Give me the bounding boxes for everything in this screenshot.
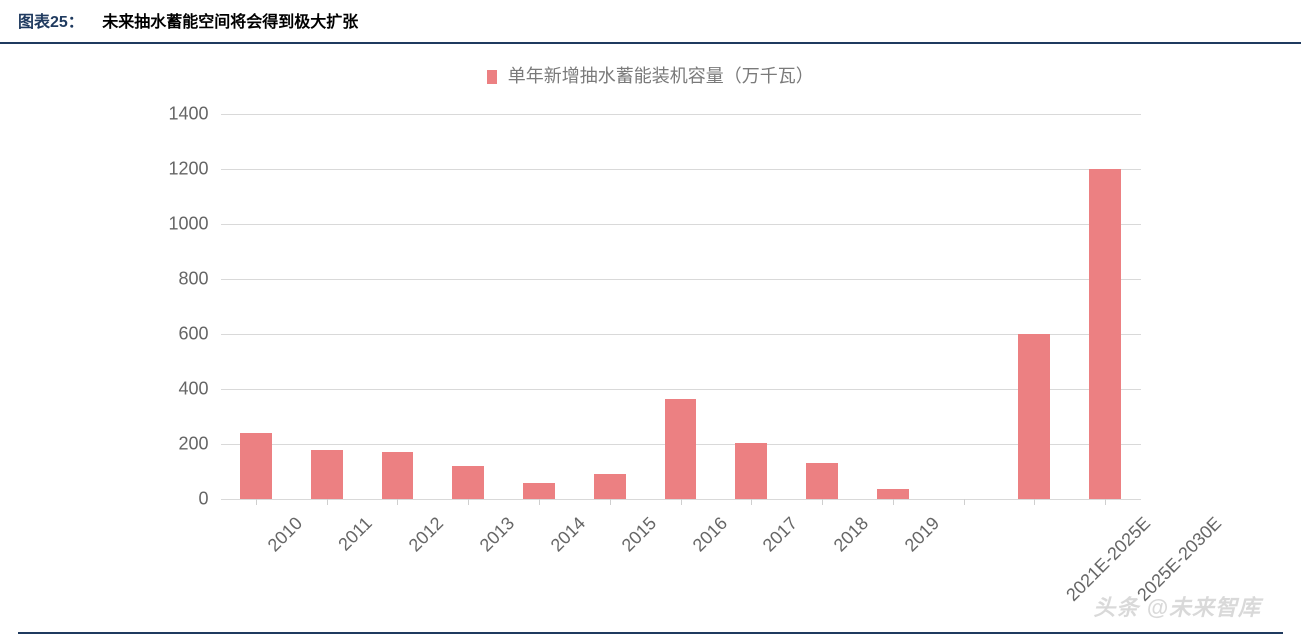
- x-axis-label: 2015: [617, 513, 660, 556]
- gridline: [221, 389, 1141, 390]
- y-axis-tick: 0: [143, 489, 209, 510]
- x-axis-label: 2011: [334, 513, 376, 555]
- x-tick-mark: [1105, 499, 1106, 505]
- x-tick-mark: [327, 499, 328, 505]
- y-axis-tick: 1200: [143, 159, 209, 180]
- bar: [382, 452, 414, 499]
- x-tick-mark: [539, 499, 540, 505]
- y-axis-tick: 1000: [143, 214, 209, 235]
- bar: [452, 466, 484, 499]
- x-tick-mark: [681, 499, 682, 505]
- gridline: [221, 334, 1141, 335]
- x-axis-label: 2010: [264, 513, 307, 556]
- plot-area: 0200400600800100012001400201020112012201…: [221, 114, 1141, 499]
- bar: [735, 443, 767, 499]
- gridline: [221, 279, 1141, 280]
- x-axis-label: 2014: [547, 513, 590, 556]
- x-axis-label: 2018: [830, 513, 873, 556]
- x-tick-mark: [893, 499, 894, 505]
- bar: [1089, 169, 1121, 499]
- gridline: [221, 169, 1141, 170]
- x-axis-label: 2013: [476, 513, 519, 556]
- figure-title: 未来抽水蓄能空间将会得到极大扩张: [102, 14, 358, 31]
- legend-swatch: [487, 70, 497, 84]
- y-axis-tick: 800: [143, 269, 209, 290]
- x-tick-mark: [397, 499, 398, 505]
- bar: [240, 433, 272, 499]
- x-tick-mark: [964, 499, 965, 505]
- y-axis-tick: 200: [143, 434, 209, 455]
- legend: 单年新增抽水蓄能装机容量（万千瓦）: [21, 44, 1281, 92]
- gridline: [221, 224, 1141, 225]
- x-axis-label: 2017: [759, 513, 802, 556]
- x-tick-mark: [468, 499, 469, 505]
- watermark: 头条 @未来智库: [1093, 590, 1261, 622]
- x-tick-mark: [822, 499, 823, 505]
- x-tick-mark: [256, 499, 257, 505]
- figure-number: 图表25：: [18, 14, 84, 31]
- x-axis-label: 2016: [688, 513, 731, 556]
- x-tick-mark: [751, 499, 752, 505]
- bar: [877, 489, 909, 499]
- bar: [594, 474, 626, 499]
- y-axis-tick: 1400: [143, 104, 209, 125]
- y-axis-tick: 600: [143, 324, 209, 345]
- bar: [311, 450, 343, 500]
- bar: [523, 483, 555, 500]
- figure-header: 图表25： 未来抽水蓄能空间将会得到极大扩张: [0, 0, 1301, 44]
- bottom-rule: [18, 632, 1283, 634]
- legend-label: 单年新增抽水蓄能装机容量（万千瓦）: [508, 66, 814, 86]
- x-tick-mark: [1034, 499, 1035, 505]
- chart-container: 单年新增抽水蓄能装机容量（万千瓦） 0200400600800100012001…: [21, 44, 1281, 604]
- gridline: [221, 114, 1141, 115]
- x-axis-label: 2019: [901, 513, 944, 556]
- bar: [1018, 334, 1050, 499]
- x-axis-label: 2012: [405, 513, 448, 556]
- y-axis-tick: 400: [143, 379, 209, 400]
- bar: [806, 463, 838, 499]
- bar: [665, 399, 697, 499]
- x-tick-mark: [610, 499, 611, 505]
